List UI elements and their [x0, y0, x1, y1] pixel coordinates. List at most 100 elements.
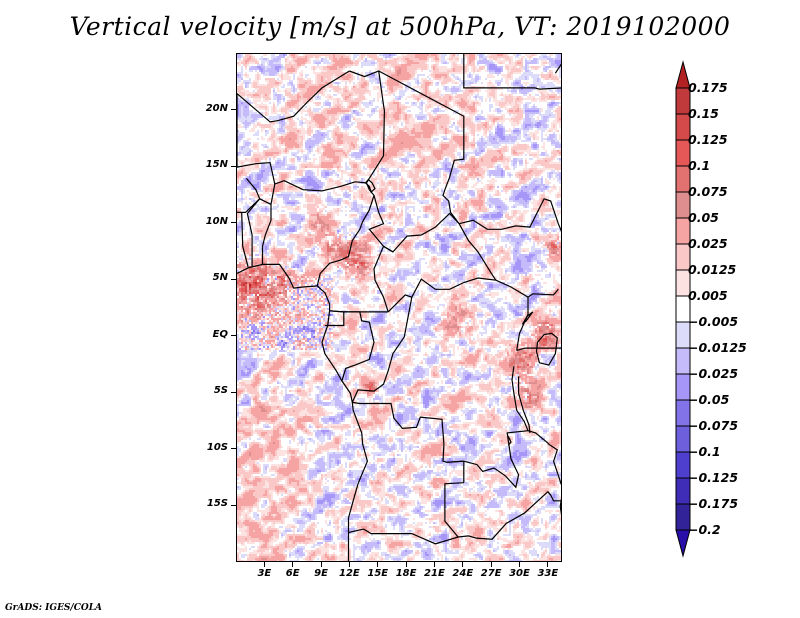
border-egypt-sudan	[463, 54, 561, 90]
lat-tick-label: 20N	[205, 102, 228, 114]
border-niger-nigeria	[270, 180, 367, 205]
lon-tick-label: 24E	[452, 568, 474, 579]
lon-tick-mark	[292, 562, 294, 567]
colorbar-bottom-arrow	[675, 529, 691, 558]
colorbar-level-label: −0.05	[688, 392, 730, 407]
lat-tick-label: 5S	[213, 385, 228, 397]
lat-tick-mark	[231, 222, 236, 224]
map-panel	[236, 53, 562, 562]
border-benin-nigeria	[261, 204, 272, 265]
lon-tick-label: 12E	[339, 568, 360, 579]
lat-tick-mark	[231, 335, 236, 337]
lat-tick-mark	[231, 165, 236, 167]
colorbar-level-label: 0.175	[688, 80, 728, 95]
lat-tick-label: 10N	[205, 215, 228, 227]
border-angola-zambia-namibia	[444, 482, 477, 539]
lon-tick-label: 27E	[480, 568, 502, 579]
lon-tick-mark	[320, 562, 322, 567]
border-drc-zambia	[446, 430, 529, 489]
border-benin-togo	[246, 198, 272, 267]
colorbar-level-label: −0.005	[688, 314, 739, 329]
lat-tick-mark	[231, 504, 236, 506]
border-lake-tanganyika-e	[518, 376, 531, 433]
nile-red-sea	[554, 63, 561, 74]
border-drc-uganda	[516, 297, 529, 351]
lake-chad	[365, 178, 376, 194]
lon-tick-mark	[433, 562, 435, 567]
lon-tick-mark	[490, 562, 492, 567]
lon-tick-mark	[405, 562, 407, 567]
grads-credit: GrADS: IGES/COLA	[5, 603, 103, 613]
border-gabon-congo	[341, 311, 375, 382]
border-ssudan-drc-uganda	[495, 279, 559, 298]
colorbar-level-label: 0.15	[688, 106, 719, 121]
lat-tick-label: 15N	[205, 159, 228, 171]
border-mozambique	[547, 491, 561, 502]
lon-tick-label: 6E	[285, 568, 300, 579]
border-uganda-kenya-south	[516, 347, 561, 351]
lon-tick-label: 30E	[509, 568, 530, 579]
colorbar-level-label: −0.2	[688, 522, 721, 537]
colorbar-level-label: −0.125	[688, 470, 739, 485]
lat-tick-mark	[231, 448, 236, 450]
lon-tick-mark	[547, 562, 549, 567]
lat-tick-mark	[231, 391, 236, 393]
border-car-sudan	[458, 223, 497, 281]
lon-tick-mark	[462, 562, 464, 567]
colorbar-boxes	[675, 60, 691, 558]
border-sudan-ssudan	[458, 198, 561, 232]
lat-tick-mark	[231, 109, 236, 111]
border-nigeria-cameroon	[316, 189, 375, 287]
lat-tick-label: 15S	[206, 498, 228, 510]
coast-west-africa	[237, 263, 369, 561]
lon-tick-label: 3E	[257, 568, 272, 579]
colorbar-level-label: −0.075	[688, 418, 739, 433]
border-congo-drc	[351, 294, 413, 403]
border-lake-tanganyika	[511, 366, 529, 431]
border-angola-namibia	[348, 528, 459, 545]
lat-tick-label: EQ	[212, 328, 228, 340]
lon-tick-label: 33E	[537, 568, 559, 579]
lon-tick-label: 9E	[314, 568, 328, 579]
border-niger-libya-chad	[349, 70, 386, 190]
colorbar-level-label: −0.1	[688, 444, 721, 459]
lon-tick-label: 15E	[367, 568, 389, 579]
border-tanzania-zambia	[527, 430, 550, 445]
colorbar-legend: 0.175 0.15 0.125 0.1 0.075 0.05 0.025 0.0125 0.0…	[660, 55, 780, 565]
vertical-velocity-field	[237, 54, 561, 561]
plot-title: Vertical velocity [m/s] at 500hPa, VT: 2…	[69, 12, 731, 41]
colorbar-level-label: 0.05	[688, 210, 719, 225]
lon-tick-mark	[348, 562, 350, 567]
border-malawi	[548, 443, 561, 515]
lake-victoria	[535, 332, 558, 366]
border-drc-angola	[352, 401, 465, 483]
lon-tick-mark	[518, 562, 520, 567]
lat-tick-label: 5N	[212, 272, 228, 284]
country-borders	[237, 54, 561, 561]
border-mali-niger	[237, 93, 276, 185]
border-chad-car	[383, 212, 460, 253]
lon-tick-mark	[377, 562, 379, 567]
colorbar-level-label: −0.025	[688, 366, 739, 381]
lon-tick-label: 21E	[424, 568, 445, 579]
colorbar-level-label: 0.125	[688, 132, 728, 147]
border-car-drc	[411, 277, 496, 298]
lake-kivu-albert	[521, 311, 534, 325]
colorbar-level-label: 0.075	[688, 184, 728, 199]
border-libya-chad-sudan	[378, 70, 465, 225]
border-burkina	[237, 178, 261, 213]
colorbar-level-label: 0.005	[688, 288, 728, 303]
lat-tick-mark	[231, 278, 236, 280]
border-togo-ghana	[241, 212, 249, 268]
colorbar-level-label: 0.1	[688, 158, 711, 173]
border-algeria-niger	[237, 70, 350, 123]
colorbar-level-label: 0.025	[688, 236, 728, 251]
lon-tick-mark	[263, 562, 265, 567]
lon-tick-label: 18E	[395, 568, 417, 579]
border-cameroon-chad	[368, 195, 394, 253]
border-eqguinea-gabon	[324, 310, 345, 327]
lat-tick-label: 10S	[206, 441, 228, 453]
colorbar-level-label: −0.0125	[688, 340, 747, 355]
colorbar-level-label: −0.175	[688, 496, 739, 511]
border-zambia-zimbabwe	[476, 490, 552, 540]
